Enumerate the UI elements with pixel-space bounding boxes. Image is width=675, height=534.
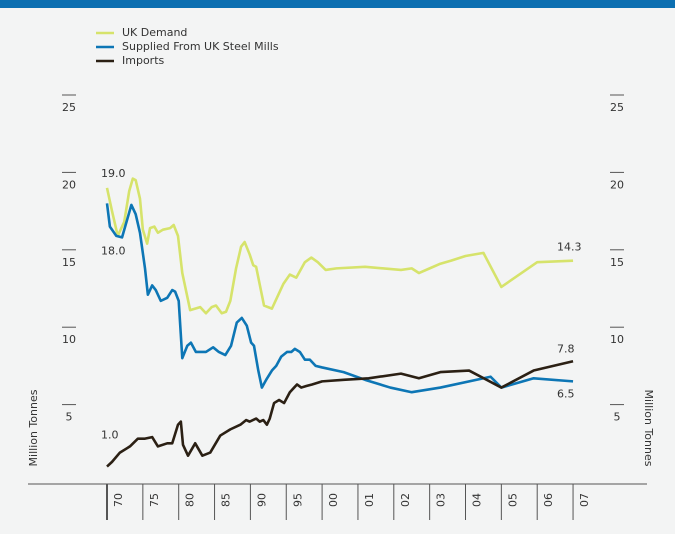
header-band [0, 0, 675, 8]
x-tick-label: 07 [578, 493, 591, 507]
y-tick-label-right: 25 [610, 101, 624, 114]
x-tick-label: 95 [291, 493, 304, 507]
x-tick-label: 03 [435, 493, 448, 507]
line-series [106, 359, 574, 468]
y-axis-title: Million Tonnes [27, 389, 40, 466]
x-tick-label: 75 [148, 493, 161, 507]
y-tick-label: 20 [62, 178, 76, 191]
data-label: 7.8 [557, 342, 575, 355]
y-tick-label: 15 [62, 256, 76, 269]
y-tick-label: 5 [66, 411, 73, 424]
y-tick-label-right: 5 [614, 411, 621, 424]
x-tick-label: 01 [363, 493, 376, 507]
x-tick-label: 70 [112, 493, 125, 507]
data-label: 6.5 [557, 387, 575, 400]
line-series [105, 203, 574, 394]
x-tick-label: 06 [542, 493, 555, 507]
y-tick-label-right: 20 [610, 178, 624, 191]
x-tick-label: 90 [255, 493, 268, 507]
x-tick-label: 02 [399, 493, 412, 507]
y-tick-label: 10 [62, 333, 76, 346]
legend-label: UK Demand [122, 26, 187, 39]
y-tick-label-right: 15 [610, 256, 624, 269]
x-tick-label: 80 [184, 493, 197, 507]
data-label: 14.3 [557, 241, 582, 254]
x-tick-label: 00 [327, 493, 340, 507]
y-tick-label: 25 [62, 101, 76, 114]
data-label: 1.0 [101, 429, 119, 442]
line-series [105, 177, 574, 315]
legend-label: Supplied From UK Steel Mills [122, 40, 279, 53]
y-axis-title-right: Million Tonnes [642, 390, 655, 467]
x-tick-label: 85 [220, 493, 233, 507]
x-tick-label: 05 [506, 493, 519, 507]
data-label: 18.0 [101, 244, 126, 257]
legend-label: Imports [122, 54, 165, 67]
x-tick-label: 04 [471, 493, 484, 507]
y-tick-label-right: 10 [610, 333, 624, 346]
data-label: 19.0 [101, 167, 126, 180]
